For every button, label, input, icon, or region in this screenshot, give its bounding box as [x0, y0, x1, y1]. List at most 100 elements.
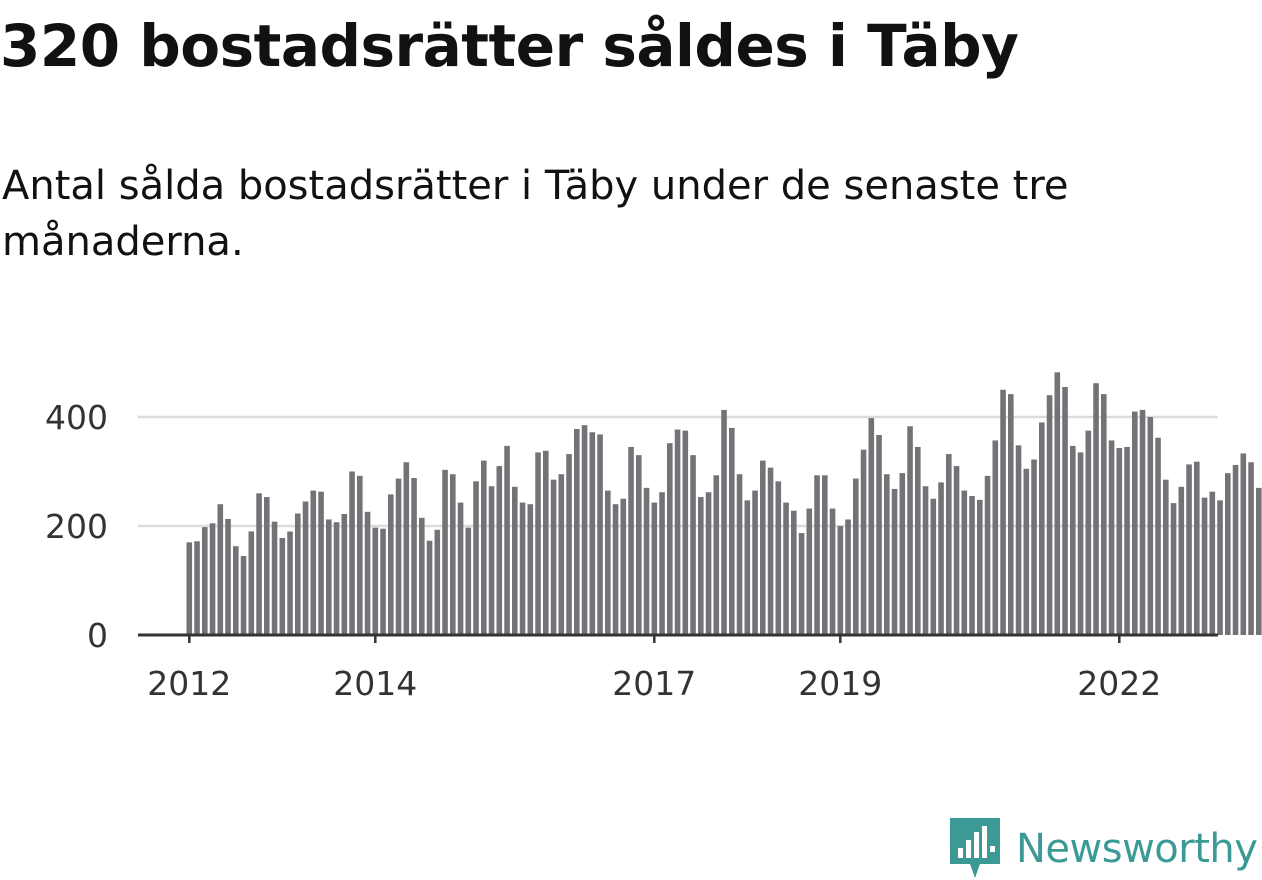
bar: [504, 446, 510, 635]
bar: [272, 522, 278, 635]
bar: [791, 511, 797, 635]
bar: [644, 488, 650, 635]
bar: [861, 450, 867, 635]
bar: [512, 487, 518, 635]
newsworthy-bar-chart-icon: [950, 818, 1000, 880]
bar: [814, 475, 820, 635]
bar: [1101, 394, 1107, 635]
bar: [295, 513, 301, 635]
bar: [884, 474, 890, 635]
bar: [1000, 390, 1006, 635]
bar: [349, 472, 355, 636]
x-tick-label: 2022: [1077, 664, 1161, 703]
bar: [357, 476, 363, 635]
bar: [318, 492, 324, 635]
bar: [466, 528, 472, 635]
bar: [1117, 448, 1123, 635]
bar: [535, 452, 541, 635]
bar: [559, 474, 565, 635]
bar: [566, 454, 572, 635]
bar: [721, 410, 727, 635]
bar: [621, 499, 627, 635]
bar: [210, 523, 216, 635]
brand-name: Newsworthy: [1016, 826, 1257, 872]
bar: [776, 481, 782, 635]
bar: [303, 501, 309, 635]
axes: [138, 635, 1262, 643]
bar: [1248, 462, 1254, 635]
bar: [373, 528, 379, 635]
bar: [342, 514, 348, 635]
bar: [892, 489, 898, 635]
bar: [659, 492, 665, 635]
bar: [1055, 372, 1061, 635]
bar: [760, 461, 766, 635]
bar: [1024, 469, 1030, 635]
bar: [520, 503, 526, 635]
bar: [590, 432, 596, 635]
x-tick-label: 2019: [798, 664, 882, 703]
bar: [605, 491, 611, 635]
bar: [1241, 454, 1247, 635]
bar: [241, 556, 247, 635]
bar: [1210, 492, 1216, 635]
bar: [1109, 440, 1115, 635]
bar: [1132, 412, 1138, 635]
bar: [698, 497, 704, 635]
bar: [969, 496, 975, 635]
bar: [830, 509, 836, 635]
bar: [233, 546, 239, 635]
y-tick-label: 0: [87, 616, 108, 655]
bar: [1148, 417, 1154, 635]
bar: [528, 504, 534, 635]
bar: [690, 455, 696, 635]
bar: [1186, 464, 1192, 635]
newsworthy-logo: Newsworthy: [950, 818, 1257, 880]
bar: [311, 491, 317, 635]
y-tick-label: 200: [45, 507, 108, 546]
bar: [597, 434, 603, 635]
bar: [1155, 438, 1161, 635]
bar: [543, 451, 549, 635]
bar: [667, 443, 673, 635]
bar: [187, 542, 193, 635]
bar: [683, 431, 689, 635]
bar: [404, 462, 410, 635]
bar: [1233, 465, 1239, 635]
bar: [574, 429, 580, 635]
bar: [1086, 431, 1092, 635]
bar: [729, 428, 735, 635]
x-tick-label: 2012: [147, 664, 231, 703]
bar: [923, 486, 929, 635]
bar: [807, 509, 813, 635]
bar: [799, 533, 805, 635]
bars: [187, 372, 1262, 635]
bar: [458, 503, 464, 635]
bar: [1256, 488, 1262, 635]
bar: [450, 474, 456, 635]
bar: [256, 493, 262, 635]
bar: [946, 454, 952, 635]
bar: [489, 486, 495, 635]
x-tick-label: 2014: [333, 664, 417, 703]
bar: [931, 499, 937, 635]
bar: [752, 491, 758, 635]
bar: [613, 504, 619, 635]
bar: [1039, 422, 1045, 635]
x-tick-label: 2017: [612, 664, 696, 703]
y-tick-label: 400: [45, 398, 108, 437]
bar: [1179, 487, 1185, 635]
bar: [768, 468, 774, 635]
bar: [1031, 460, 1037, 635]
bar: [365, 512, 371, 635]
bar: [869, 418, 875, 635]
bar: [822, 475, 828, 635]
bar: [853, 479, 859, 635]
bar: [419, 518, 425, 635]
bar: [1171, 503, 1177, 635]
bar: [675, 430, 681, 635]
bar: [1047, 395, 1053, 635]
bar: [628, 447, 634, 635]
bar: [1225, 473, 1231, 635]
